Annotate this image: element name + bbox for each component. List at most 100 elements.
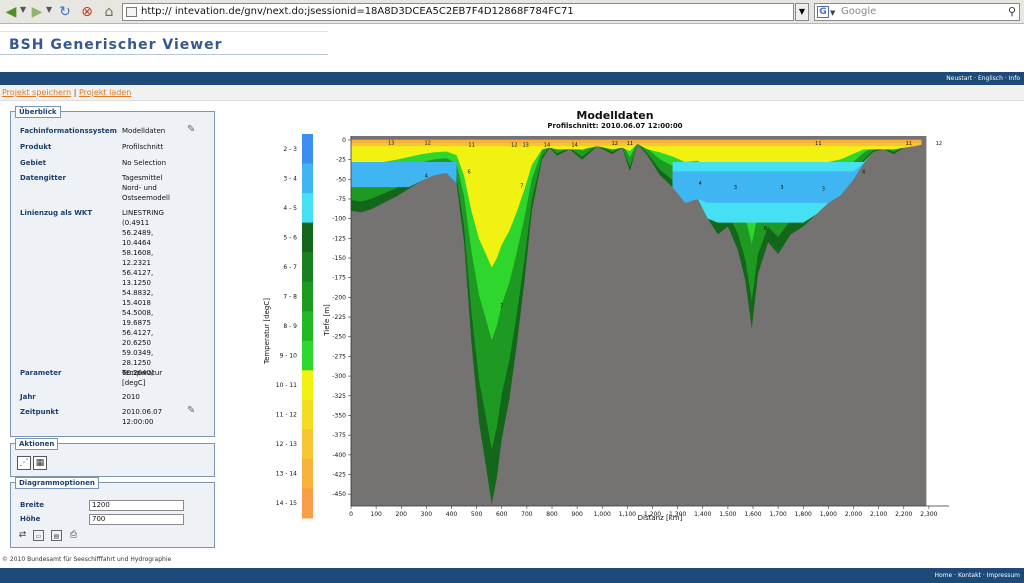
width-label: Breite [20, 501, 45, 509]
contour-label: 11 [906, 141, 912, 147]
width-input[interactable]: 1200 [89, 500, 184, 511]
y-tick-label: -325 [332, 393, 346, 400]
label-linienzug: Linienzug als WKT [20, 209, 93, 217]
footer-nav-links[interactable]: Home · Kontakt · Impressum [934, 572, 1020, 579]
label-gebiet: Gebiet [20, 159, 46, 167]
height-label: Höhe [20, 515, 41, 523]
chart-subtitle: Profilschnitt: 2010.06.07 12:00:00 [547, 122, 683, 130]
chart-title: Modelldaten [576, 109, 654, 122]
value-jahr: 2010 [122, 393, 140, 401]
label-fachinformationssystem: Fachinformationssystem [20, 127, 117, 135]
contour-label: 14 [571, 143, 577, 149]
contour-label: 11 [468, 143, 474, 149]
y-tick-label: 0 [342, 137, 346, 144]
x-tick-label: 1,000 [594, 511, 611, 518]
x-tick-label: 1,600 [744, 511, 761, 518]
y-tick-label: -200 [332, 294, 346, 301]
y-axis-label: Tiefe [m] [323, 304, 331, 337]
colorbar-label: Temperatur [degC] [263, 298, 271, 365]
project-separator: | [73, 88, 77, 97]
contour-label: 14 [544, 143, 550, 149]
contour-label: 3 [822, 187, 825, 193]
y-tick-label: -225 [332, 314, 346, 321]
edit-pencil-icon[interactable]: ✎ [187, 124, 196, 135]
y-tick-label: -425 [332, 472, 346, 479]
contour-label: 6 [467, 169, 470, 175]
print-icon[interactable]: ⎙ [69, 530, 78, 540]
colorbar-swatch [302, 252, 313, 283]
x-tick-label: 2,000 [845, 511, 862, 518]
page-favicon-icon [126, 7, 137, 17]
chart-icon[interactable]: ⋰ [17, 456, 31, 470]
table-icon[interactable]: ▦ [33, 456, 47, 470]
edit-time-pencil-icon[interactable]: ✎ [187, 405, 196, 416]
contour-label: 13 [388, 140, 394, 146]
contour-label: 7 [520, 184, 523, 190]
project-load-link[interactable]: Projekt laden [78, 88, 132, 97]
forward-dropdown-icon[interactable]: ▼ [46, 5, 53, 14]
colorbar-tick-label: 2 - 3 [283, 146, 297, 153]
actions-legend: Aktionen [15, 438, 59, 450]
back-dropdown-icon[interactable]: ▼ [20, 5, 27, 14]
x-tick-label: 1,200 [644, 511, 661, 518]
contour-label: 6 [764, 226, 767, 232]
y-tick-label: -150 [332, 255, 346, 262]
colorbar-tick-label: 3 - 4 [283, 175, 297, 182]
value-datengitter: Tagesmittel Nord- und Ostseemodell [122, 174, 170, 202]
colorbar: 2 - 3 3 - 4 4 - 5 5 - 6 6 - 7 7 - 8 8 - 9 9 - 1… [276, 134, 313, 519]
colorbar-tick-label: 14 - 15 [276, 500, 297, 507]
colorbar-tick-label: 12 - 13 [276, 441, 297, 448]
x-tick-label: 1,800 [795, 511, 812, 518]
x-tick-label: 1,700 [770, 511, 787, 518]
contour-label: 12 [424, 140, 430, 146]
png-export-icon[interactable]: ▭ [33, 530, 44, 541]
x-tick-label: 1,100 [619, 511, 636, 518]
y-tick-label: -300 [332, 373, 346, 380]
y-tick-label: -75 [336, 196, 346, 203]
contour-label: 11 [627, 141, 633, 147]
overview-panel: Überblick Fachinformationssystem Modelld… [10, 106, 215, 437]
label-parameter: Parameter [20, 369, 62, 377]
url-history-dropdown-icon[interactable]: ▼ [795, 3, 809, 21]
forward-icon[interactable]: ▶ [31, 4, 43, 20]
colorbar-tick-label: 10 - 11 [276, 382, 297, 389]
address-bar[interactable]: http:// intevation.de/gnv/next.do;jsessi… [122, 3, 794, 21]
x-tick-label: 1,500 [719, 511, 736, 518]
colorbar-tick-label: 8 - 9 [283, 323, 297, 330]
x-tick-label: 1,900 [820, 511, 837, 518]
colorbar-swatch [302, 488, 313, 519]
stop-icon[interactable]: ⊗ [81, 4, 93, 20]
search-engine-icon[interactable]: G [817, 6, 829, 18]
project-bar: Projekt speichern | Projekt laden [0, 85, 1024, 101]
x-tick-label: 300 [421, 511, 433, 518]
colorbar-swatch [302, 370, 313, 401]
x-tick-label: 900 [571, 511, 583, 518]
back-icon[interactable]: ◀ [5, 4, 17, 20]
home-icon[interactable]: ⌂ [104, 4, 114, 20]
value-parameter: Temperatur [degC] [122, 369, 163, 387]
pdf-export-icon[interactable]: ▤ [51, 530, 62, 541]
refresh-icon[interactable]: ⇄ [18, 530, 27, 540]
colorbar-swatch [302, 340, 313, 371]
colorbar-swatch [302, 222, 313, 253]
reload-icon[interactable]: ↻ [59, 4, 71, 20]
x-axis-label: Distanz [km] [638, 514, 683, 522]
colorbar-tick-label: 6 - 7 [283, 264, 297, 271]
search-input[interactable]: G ▼ Google ⚲ [814, 3, 1020, 21]
actions-panel: Aktionen ⋰ ▦ [10, 438, 215, 477]
header-bottom-rule [0, 54, 328, 55]
contour-label: 7 [500, 303, 503, 309]
colorbar-tick-label: 5 - 6 [283, 234, 297, 241]
value-produkt: Profilschnitt [122, 143, 164, 151]
height-input[interactable]: 700 [89, 514, 184, 525]
x-tick-label: 2,300 [920, 511, 937, 518]
colorbar-swatch [302, 399, 313, 430]
project-save-link[interactable]: Projekt speichern [2, 88, 72, 97]
contour-label: 4 [425, 173, 428, 179]
search-engine-dropdown-icon[interactable]: ▼ [830, 9, 836, 17]
y-tick-label: -25 [336, 157, 346, 164]
contour-label: 4 [862, 169, 865, 175]
search-icon[interactable]: ⚲ [1007, 5, 1016, 18]
diagram-options-legend: Diagrammoptionen [15, 477, 99, 489]
top-nav-links[interactable]: Neustart · Englisch · Info [946, 75, 1020, 82]
